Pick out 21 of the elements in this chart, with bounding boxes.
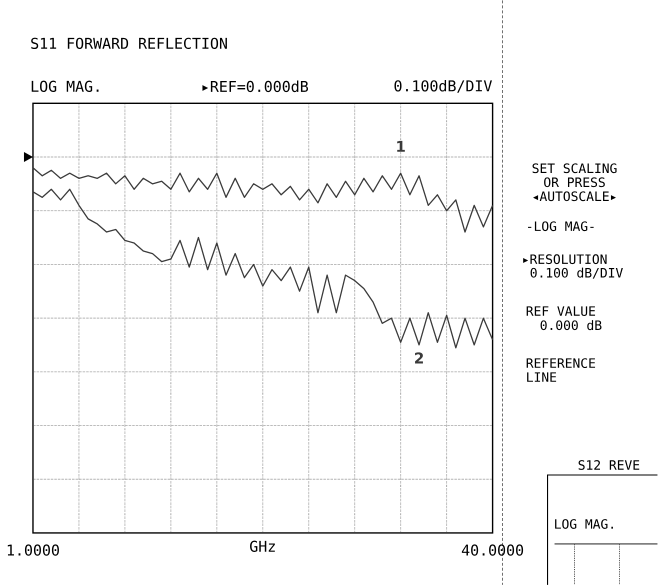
text: LOG MAG. (555, 518, 613, 529)
text: LOG MAG. (32, 80, 98, 92)
text: OR PRESS (544, 177, 605, 187)
x-axis-title: GHz (250, 540, 275, 552)
text: ▸REF=0.000dB (202, 80, 308, 92)
chart-title: S11 FORWARD REFLECTION (31, 37, 227, 49)
text: 0.000 dB (540, 320, 602, 330)
text: ▸RESOLUTION (523, 254, 607, 264)
x-tick-label: 1.0000 (8, 544, 59, 556)
text: S12 REVE (578, 460, 640, 470)
text: LINE (527, 372, 556, 382)
text: 0.100 dB/DIV (530, 267, 623, 278)
text: -LOG MAG- (528, 221, 594, 231)
text: REFERENCE (526, 358, 596, 368)
text: ◂AUTOSCALE▸ (533, 191, 616, 201)
text: 0.100dB/DIV (394, 80, 492, 92)
series-label: 2 (415, 352, 423, 364)
series-label: 1 (397, 140, 405, 152)
x-tick-label: 40.0000 (462, 544, 524, 556)
text: REF VALUE (526, 306, 596, 316)
text: SET SCALING (532, 163, 617, 173)
